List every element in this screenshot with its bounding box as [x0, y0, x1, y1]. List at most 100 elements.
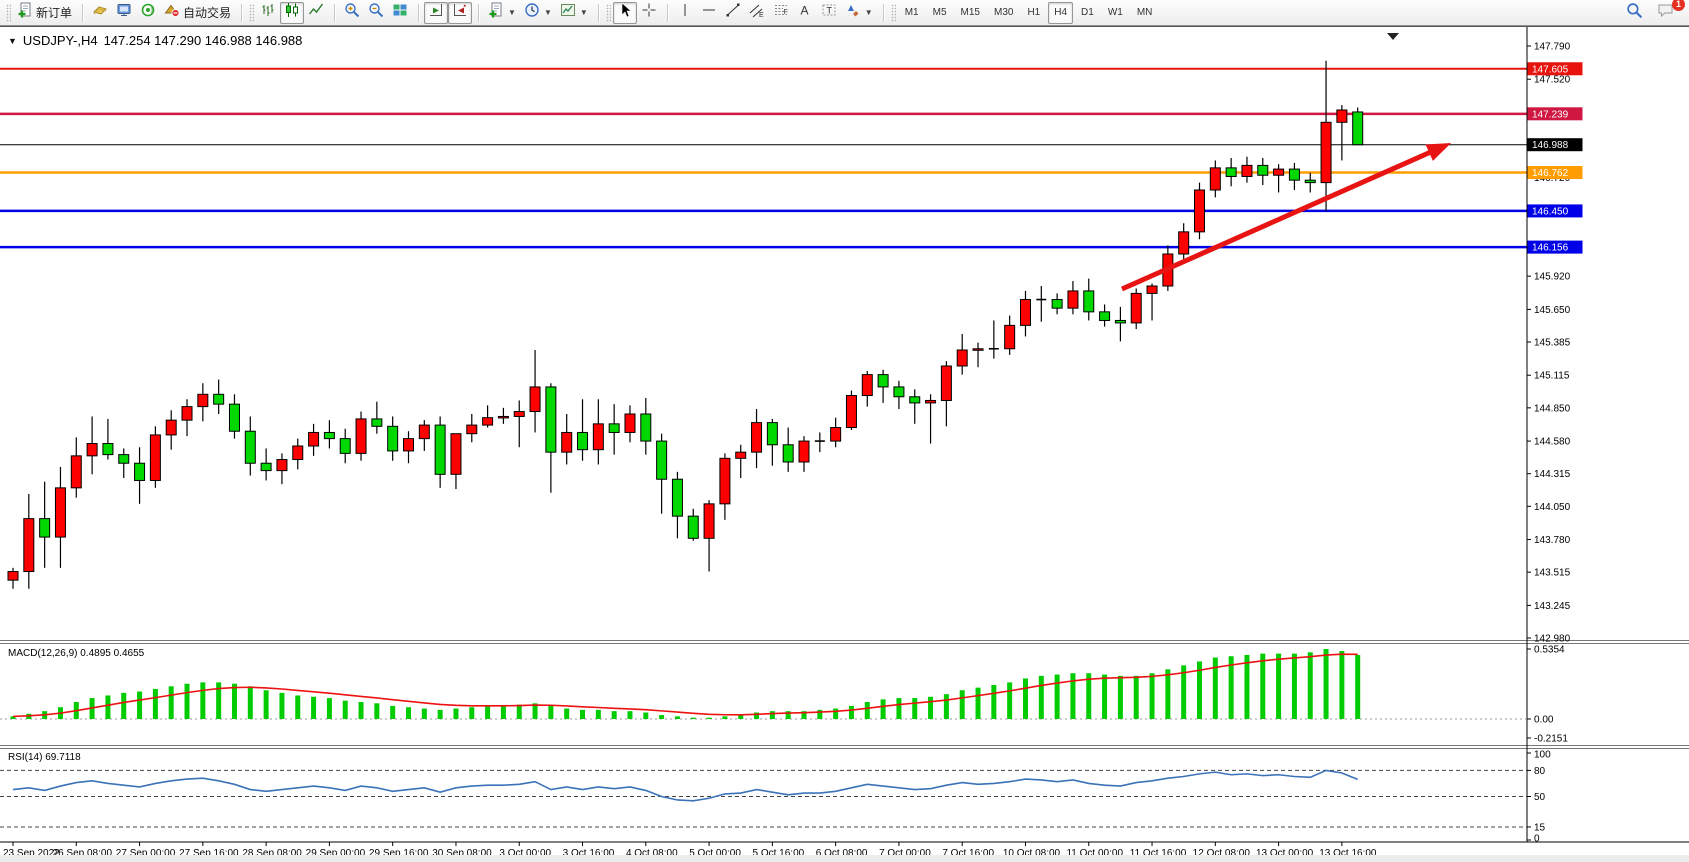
- price-tick-label: 143.780: [1534, 535, 1571, 546]
- macd-bar: [801, 711, 807, 719]
- bullish-candle: [861, 374, 873, 397]
- horizontal-line-button[interactable]: [697, 2, 721, 24]
- tile-windows-button[interactable]: [388, 2, 412, 24]
- bearish-candle: [244, 430, 256, 464]
- bullish-candle: [54, 487, 66, 538]
- macd-bar: [1291, 653, 1297, 719]
- tab-timeframe-M15[interactable]: M15: [960, 7, 980, 18]
- search-button[interactable]: [1622, 2, 1647, 24]
- tab-timeframe-M5[interactable]: M5: [932, 7, 947, 18]
- macd-bar: [643, 712, 649, 719]
- bullish-candle: [86, 443, 98, 457]
- vertical-line-button[interactable]: [673, 2, 697, 24]
- indicators-icon: [488, 2, 504, 23]
- indicators-button[interactable]: ▼: [484, 2, 520, 24]
- new-order-button[interactable]: 新订单: [13, 2, 76, 24]
- time-tick-label: 12 Oct 08:00: [1193, 848, 1251, 855]
- time-tick-label: 11 Oct 00:00: [1066, 848, 1123, 855]
- time-tick-label: 7 Oct 00:00: [879, 848, 931, 855]
- tab-timeframe-D1[interactable]: D1: [1081, 7, 1094, 18]
- annotation-layer: [1120, 33, 1452, 292]
- crosshair-button[interactable]: [637, 2, 661, 24]
- trendline-button[interactable]: [721, 2, 745, 24]
- price-tick-label: 143.245: [1534, 601, 1571, 612]
- macd-bar: [1197, 661, 1202, 719]
- fibonacci-icon: F: [773, 2, 789, 23]
- chart-shift-button[interactable]: [448, 1, 473, 24]
- macd-bar: [659, 715, 665, 719]
- templates-button[interactable]: ▼: [556, 2, 592, 24]
- tab-timeframe-W1[interactable]: W1: [1107, 7, 1123, 18]
- bullish-candle: [1146, 285, 1158, 294]
- symbol-collapse-icon[interactable]: ▼: [8, 35, 17, 46]
- macd-bar: [959, 690, 965, 719]
- bullish-candle: [1178, 231, 1190, 255]
- tab-timeframe-H1[interactable]: H1: [1027, 7, 1041, 18]
- macd-bar: [880, 699, 886, 719]
- macd-axis-label: -0.2151: [1534, 734, 1568, 745]
- macd-indicator-label: MACD(12,26,9) 0.4895 0.4655: [8, 648, 145, 659]
- time-tick-label: 13 Oct 16:00: [1319, 848, 1377, 855]
- clock-icon: [524, 2, 540, 23]
- time-tick-label: 3 Oct 00:00: [499, 848, 551, 855]
- auto-trading-button[interactable]: 自动交易: [160, 2, 235, 24]
- tab-timeframe-M30[interactable]: M30: [993, 7, 1014, 18]
- macd-bar: [1165, 669, 1171, 719]
- macd-bar: [295, 695, 301, 719]
- main-toolbar: 新订单 自动交易 ▼ ▼ ▼ E F A T ▼ M1 M5 M15 M30 H1 H4 D…: [0, 0, 1689, 26]
- price-tick-label: 142.980: [1534, 633, 1571, 644]
- price-tick-label: 145.650: [1534, 305, 1571, 316]
- notifications-button[interactable]: 1: [1653, 0, 1685, 24]
- timeframe-group: M1 M5 M15 M30 H1 H4 D1 W1 MN: [898, 1, 1160, 24]
- svg-text:F: F: [783, 9, 787, 16]
- macd-bar: [785, 711, 791, 719]
- macd-bar: [200, 682, 206, 719]
- macd-bar: [121, 692, 127, 719]
- zoom-in-button[interactable]: [340, 2, 364, 24]
- navigator-button[interactable]: [112, 2, 136, 24]
- auto-scroll-button[interactable]: [424, 1, 449, 24]
- bearish-candle: [260, 462, 272, 472]
- bearish-candle: [782, 444, 794, 463]
- tab-timeframe-H4[interactable]: H4: [1048, 1, 1074, 24]
- shapes-button[interactable]: ▼: [841, 2, 877, 24]
- text-button[interactable]: A: [793, 2, 817, 24]
- time-tick-label: 6 Oct 08:00: [816, 848, 868, 855]
- notification-badge: 1: [1672, 0, 1685, 11]
- periods-button[interactable]: ▼: [520, 2, 556, 24]
- macd-bar: [311, 696, 317, 719]
- tab-timeframe-M1[interactable]: M1: [904, 7, 919, 18]
- macd-layer: 0.5354 0.00 -0.2151: [0, 645, 1568, 745]
- time-tick-label: 23 Sep 2022: [3, 848, 60, 855]
- bullish-candle: [1019, 299, 1031, 326]
- candlestick-chart-button[interactable]: [280, 1, 305, 24]
- tab-timeframe-MN[interactable]: MN: [1136, 7, 1153, 18]
- zoom-out-button[interactable]: [364, 2, 388, 24]
- time-tick-label: 27 Sep 16:00: [179, 848, 239, 855]
- bar-chart-icon: [260, 2, 276, 23]
- price-badge: [1527, 240, 1583, 254]
- signals-button[interactable]: [136, 2, 160, 24]
- time-tick-label: 29 Sep 00:00: [306, 848, 366, 855]
- channel-button[interactable]: E: [745, 2, 769, 24]
- macd-bar: [912, 698, 918, 719]
- bullish-candle: [149, 434, 161, 481]
- macd-bar: [991, 685, 997, 719]
- trendline-icon: [725, 2, 741, 23]
- bullish-candle: [735, 451, 747, 459]
- price-badge-label: 147.239: [1532, 109, 1569, 120]
- line-chart-button[interactable]: [304, 2, 328, 24]
- candles-layer: [7, 60, 1364, 589]
- time-tick-label: 30 Sep 08:00: [432, 848, 492, 855]
- price-chart-canvas[interactable]: 147.790147.520146.720145.920145.650145.3…: [0, 27, 1689, 855]
- text-label-button[interactable]: T: [817, 2, 841, 24]
- chart-window[interactable]: ▼ USDJPY-,H4 147.254 147.290 146.988 146…: [0, 26, 1689, 859]
- bar-chart-button[interactable]: [256, 2, 280, 24]
- price-badge-label: 146.450: [1532, 206, 1569, 217]
- svg-text:A: A: [800, 4, 808, 18]
- rsi-axis-label: 15: [1534, 822, 1546, 833]
- cursor-button[interactable]: [612, 1, 637, 24]
- market-watch-button[interactable]: [88, 2, 112, 24]
- cursor-icon: [617, 2, 633, 23]
- fibonacci-button[interactable]: F: [769, 2, 793, 24]
